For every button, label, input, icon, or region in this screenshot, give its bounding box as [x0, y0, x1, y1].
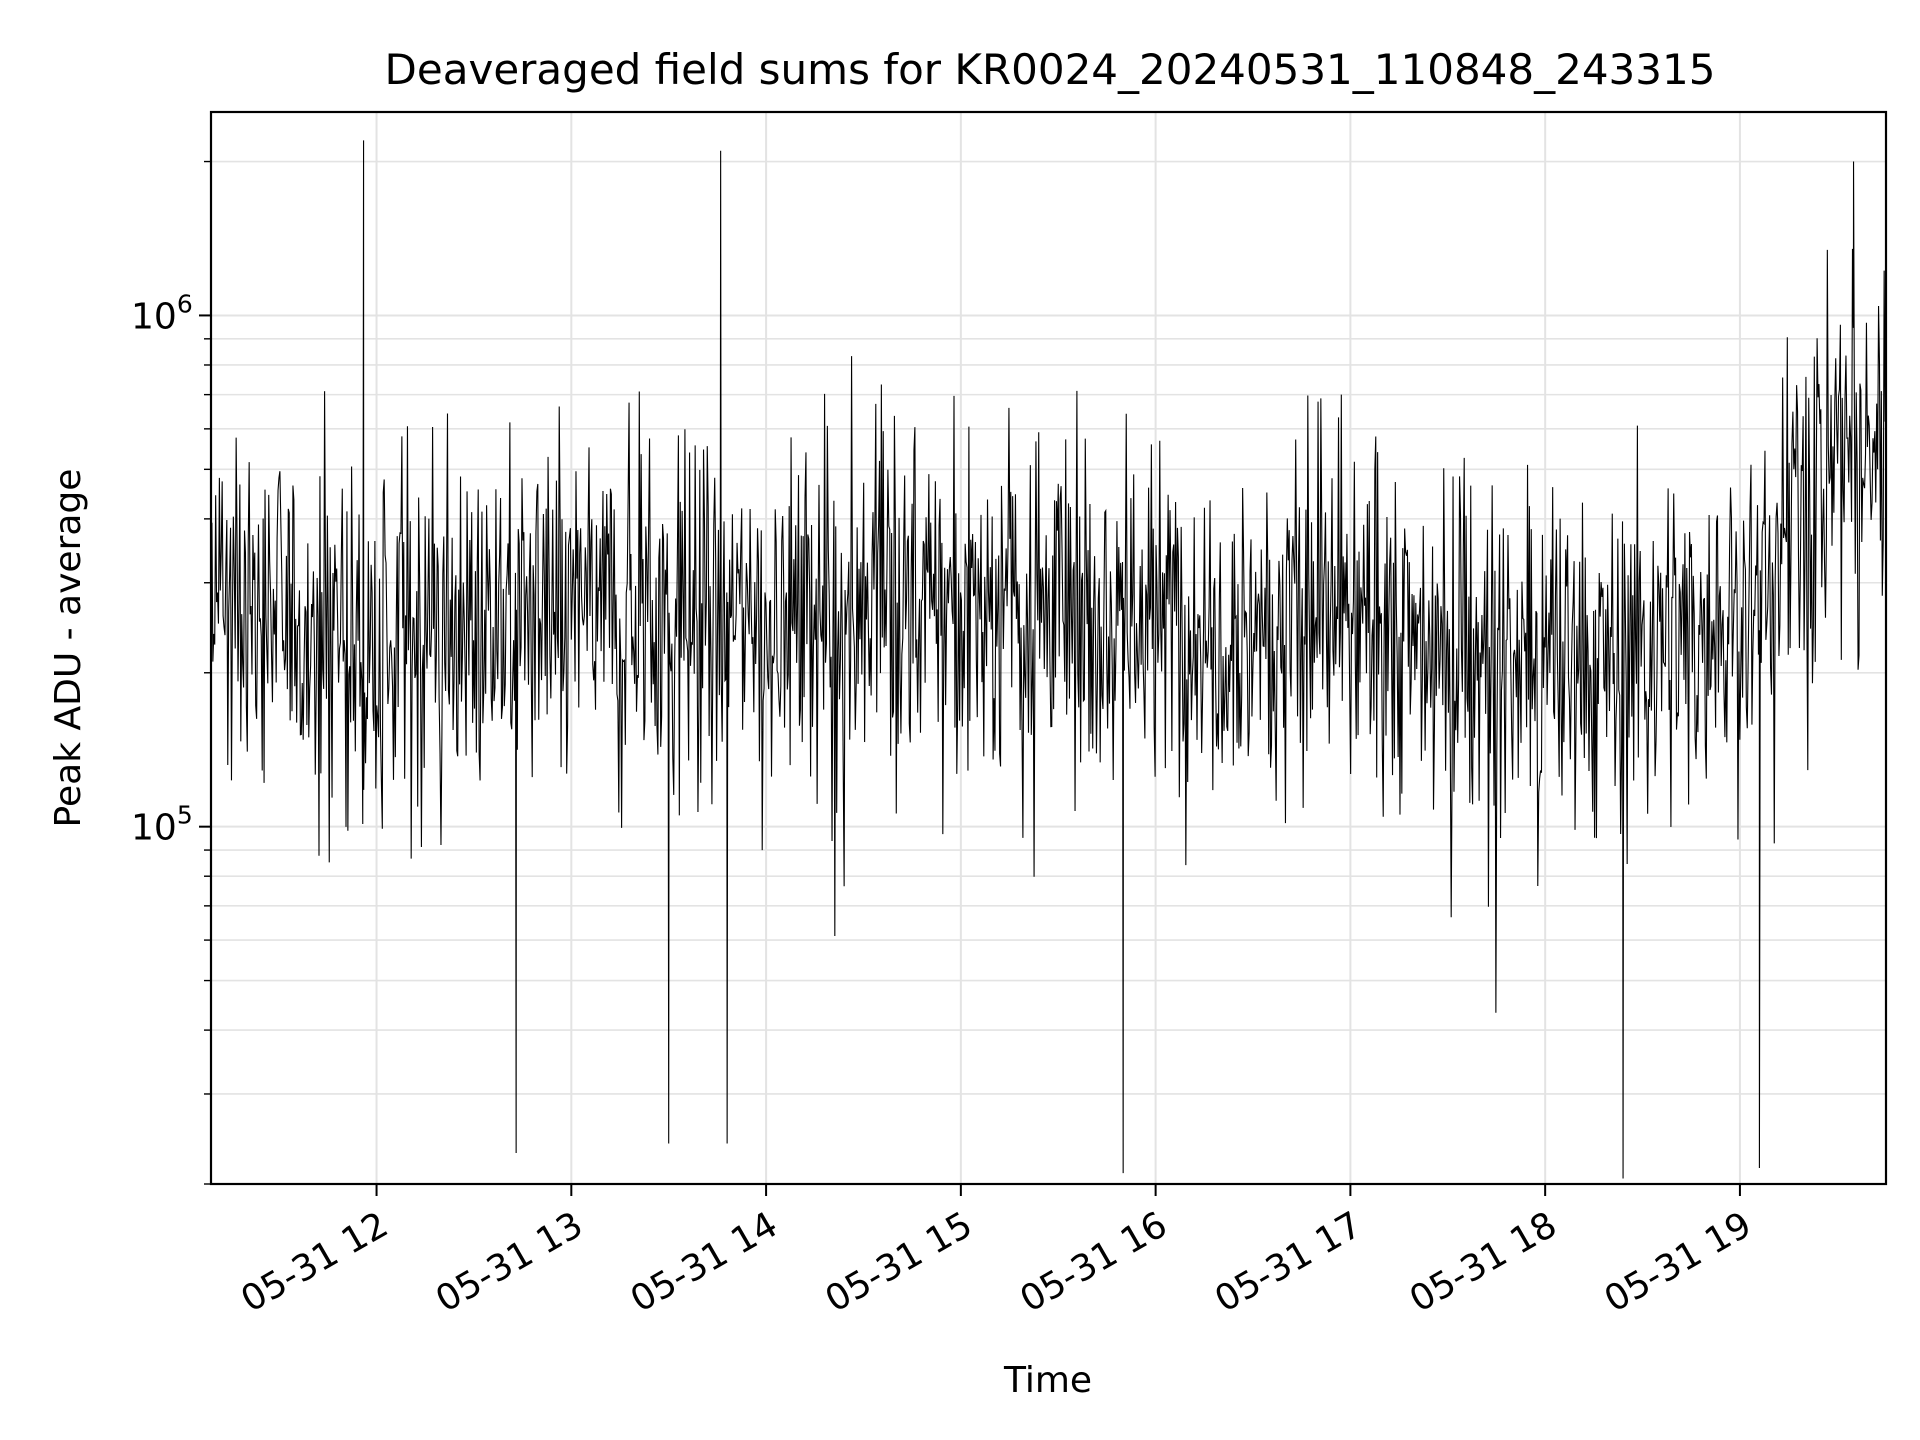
- chart-title: Deaveraged field sums for KR0024_2024053…: [385, 45, 1716, 94]
- series-line-group: [210, 140, 1887, 1179]
- x-axis-label: Time: [1003, 1360, 1092, 1401]
- y-tick-label: 106: [131, 289, 193, 337]
- plot-frame: [209, 110, 1888, 1186]
- series-line: [210, 140, 1887, 1179]
- y-tick-label: 105: [131, 801, 193, 849]
- y-axis-label: Peak ADU - average: [48, 469, 89, 828]
- y-axis: 105 106: [131, 160, 211, 1185]
